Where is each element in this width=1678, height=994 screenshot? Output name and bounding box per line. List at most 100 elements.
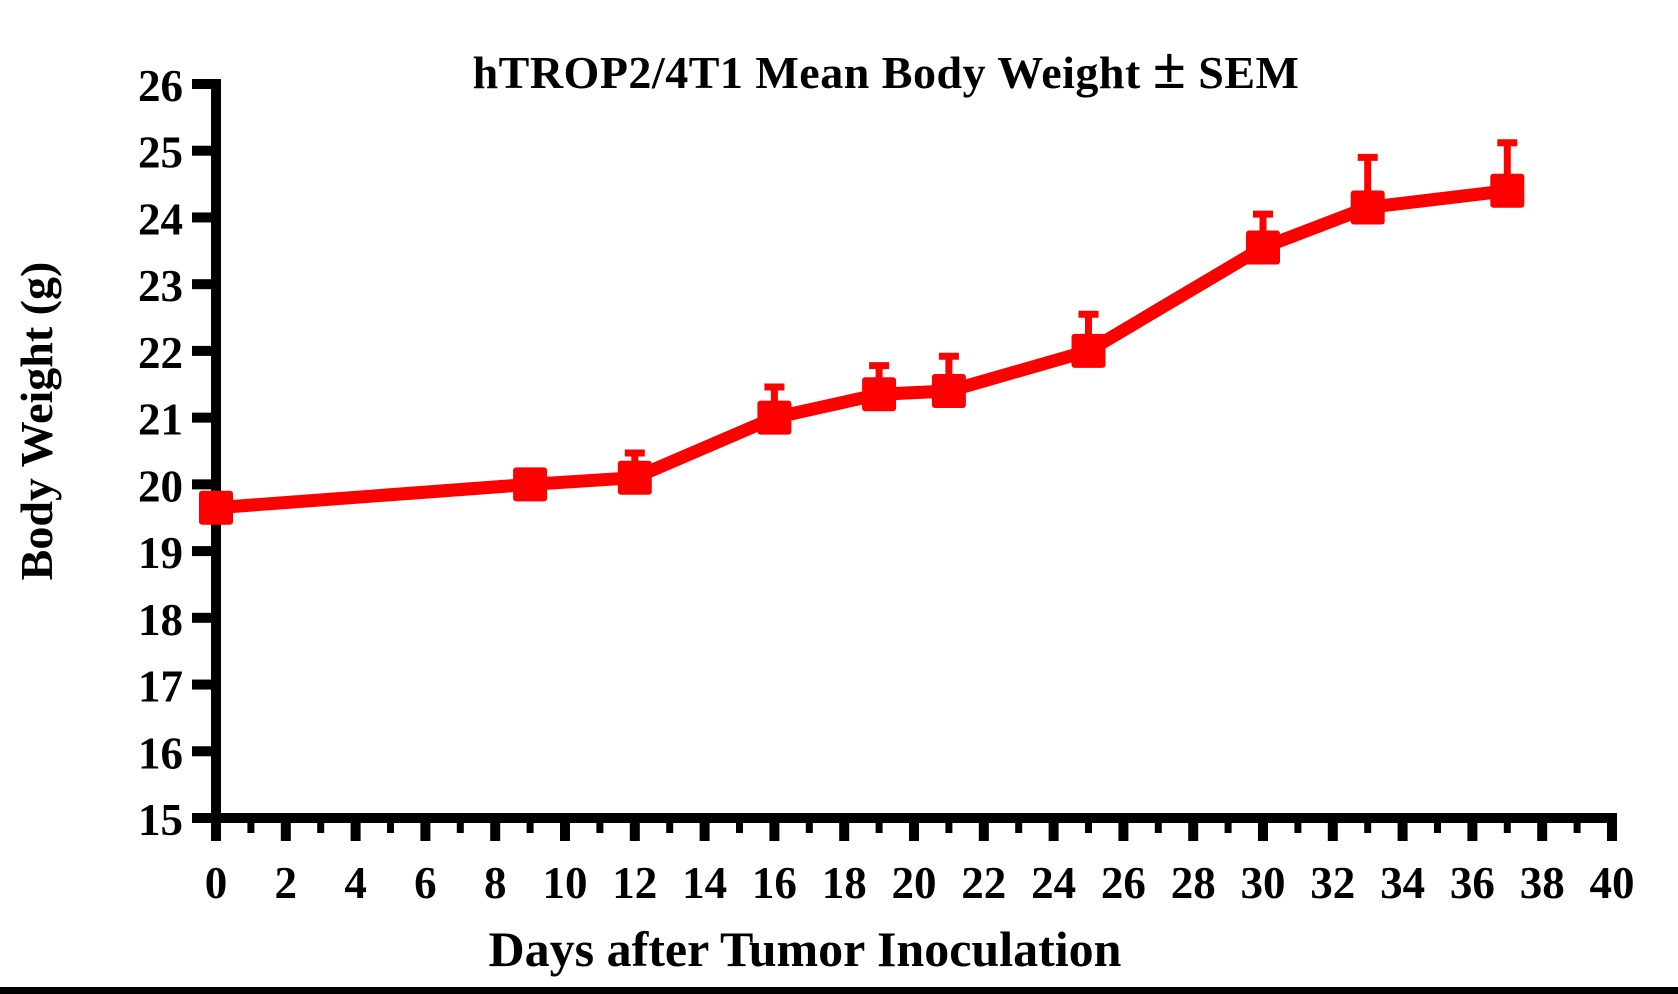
x-major-tick bbox=[1607, 818, 1617, 841]
x-tick-label: 10 bbox=[543, 858, 588, 908]
x-minor-tick bbox=[1224, 818, 1232, 833]
y-tick bbox=[192, 145, 216, 156]
x-minor-tick bbox=[596, 818, 604, 833]
x-major-tick bbox=[839, 818, 850, 841]
x-minor-tick bbox=[1154, 818, 1162, 833]
y-tick-label: 25 bbox=[138, 128, 183, 178]
x-major-tick bbox=[1537, 818, 1548, 841]
x-major-tick bbox=[1048, 818, 1059, 841]
chart-title: hTROP2/4T1 Mean Body Weight ± SEM bbox=[473, 35, 1300, 101]
x-major-tick bbox=[560, 818, 570, 841]
y-tick bbox=[192, 212, 216, 223]
bottom-border-bar bbox=[0, 987, 1678, 994]
x-major-tick bbox=[490, 818, 501, 841]
x-tick-label: 20 bbox=[892, 858, 937, 908]
x-axis-ticks bbox=[211, 818, 1617, 841]
y-tick bbox=[192, 746, 216, 757]
x-major-tick bbox=[978, 818, 989, 841]
x-tick-label: 12 bbox=[612, 858, 657, 908]
x-tick-label: 22 bbox=[961, 858, 1006, 908]
y-axis-title: Body Weight (g) bbox=[11, 262, 62, 581]
axes bbox=[211, 79, 1617, 840]
y-tick-label: 20 bbox=[138, 461, 183, 511]
x-major-tick bbox=[1397, 818, 1408, 841]
x-axis-title: Days after Tumor Inoculation bbox=[489, 921, 1122, 977]
y-tick bbox=[192, 612, 216, 623]
x-minor-tick bbox=[317, 818, 325, 833]
data-point-marker bbox=[757, 400, 792, 435]
data-point-markers bbox=[199, 173, 1525, 525]
x-tick-label: 16 bbox=[752, 858, 797, 908]
plus-minus-symbol: ± bbox=[1153, 35, 1186, 101]
data-point-marker bbox=[862, 377, 897, 412]
x-tick-label: 26 bbox=[1101, 858, 1146, 908]
x-tick-label: 24 bbox=[1031, 858, 1076, 908]
y-tick-label: 18 bbox=[138, 595, 183, 645]
x-major-tick bbox=[699, 818, 710, 841]
y-tick bbox=[192, 412, 216, 423]
x-minor-tick bbox=[456, 818, 464, 833]
y-tick bbox=[192, 813, 216, 823]
x-minor-tick bbox=[666, 818, 674, 833]
y-tick-label: 22 bbox=[138, 328, 183, 378]
data-point-marker bbox=[1246, 230, 1280, 265]
y-axis-line bbox=[211, 79, 221, 840]
x-minor-tick bbox=[526, 818, 534, 833]
y-tick bbox=[192, 345, 216, 356]
x-minor-tick bbox=[945, 818, 953, 833]
y-tick bbox=[192, 479, 216, 490]
x-major-tick bbox=[420, 818, 431, 841]
x-tick-label: 0 bbox=[205, 858, 228, 908]
x-major-tick bbox=[1258, 818, 1268, 841]
x-tick-label: 34 bbox=[1380, 858, 1425, 908]
y-tick-label: 23 bbox=[138, 261, 183, 311]
x-tick-label: 36 bbox=[1450, 858, 1495, 908]
x-tick-label: 30 bbox=[1241, 858, 1286, 908]
y-tick-label: 15 bbox=[138, 795, 183, 845]
x-minor-tick bbox=[1434, 818, 1441, 833]
y-tick-labels: 15 16 17 18 19 20 21 22 23 24 25 26 bbox=[138, 61, 183, 845]
x-tick-label: 4 bbox=[344, 858, 367, 908]
y-tick-label: 21 bbox=[138, 395, 183, 445]
y-tick bbox=[192, 279, 216, 290]
x-major-tick bbox=[350, 818, 361, 841]
x-minor-tick bbox=[736, 818, 743, 833]
y-tick-label: 19 bbox=[138, 528, 183, 578]
y-tick bbox=[192, 679, 216, 690]
x-tick-label: 18 bbox=[822, 858, 867, 908]
x-major-tick bbox=[1188, 818, 1199, 841]
y-tick-label: 24 bbox=[138, 194, 183, 244]
x-tick-label: 40 bbox=[1590, 858, 1635, 908]
series-line bbox=[209, 184, 1514, 515]
x-tick-label: 32 bbox=[1310, 858, 1355, 908]
x-minor-tick bbox=[1364, 818, 1372, 833]
x-minor-tick bbox=[1085, 818, 1092, 833]
x-major-tick bbox=[629, 818, 640, 841]
x-minor-tick bbox=[247, 818, 255, 833]
data-point-marker bbox=[513, 467, 548, 502]
x-tick-label: 6 bbox=[414, 858, 437, 908]
x-tick-labels: 0 2 4 6 8 10 12 14 16 18 20 22 24 26 28 30 32 34 36 38 40 bbox=[205, 858, 1635, 908]
y-tick-label: 17 bbox=[138, 662, 183, 712]
x-major-tick bbox=[909, 818, 919, 841]
y-tick bbox=[192, 546, 216, 557]
y-tick bbox=[192, 79, 216, 89]
data-point-marker bbox=[199, 490, 233, 525]
x-major-tick bbox=[211, 818, 221, 841]
y-tick-label: 26 bbox=[138, 61, 183, 111]
series-polyline bbox=[209, 184, 1514, 515]
x-minor-tick bbox=[1015, 818, 1023, 833]
x-minor-tick bbox=[805, 818, 813, 833]
x-minor-tick bbox=[1294, 818, 1302, 833]
x-minor-tick bbox=[1503, 818, 1511, 833]
x-minor-tick bbox=[1573, 818, 1581, 833]
data-point-marker bbox=[931, 373, 966, 408]
x-major-tick bbox=[1467, 818, 1478, 841]
x-tick-label: 14 bbox=[682, 858, 727, 908]
x-tick-label: 2 bbox=[275, 858, 298, 908]
x-tick-label: 28 bbox=[1171, 858, 1216, 908]
x-major-tick bbox=[769, 818, 780, 841]
x-major-tick bbox=[1327, 818, 1338, 841]
